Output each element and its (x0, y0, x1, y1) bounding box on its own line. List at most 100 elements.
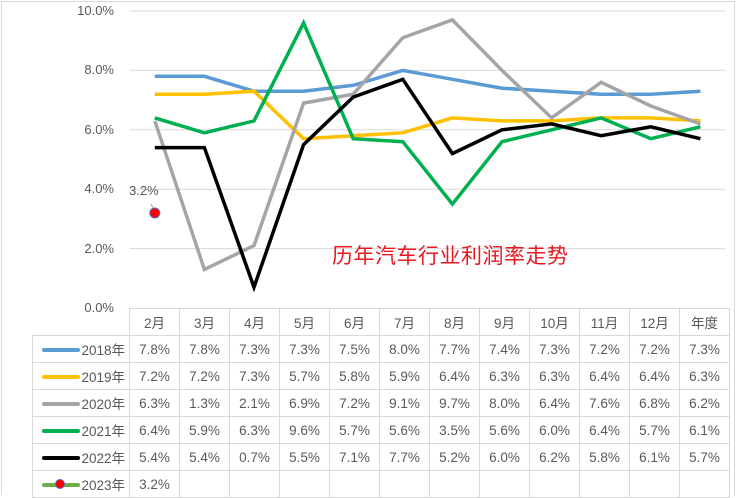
table-cell: 6.2% (679, 389, 730, 417)
table-cell: 5.8% (579, 443, 630, 471)
table-cell: 5.4% (179, 443, 230, 471)
series-line-2022年 (154, 77, 701, 293)
table-cell: 6.0% (479, 443, 530, 471)
table-cell: 6.4% (529, 389, 580, 417)
table-cell: 5.8% (329, 362, 380, 390)
table-cell: 6.4% (429, 362, 480, 390)
table-cell (429, 470, 480, 498)
table-cell: 6.9% (279, 389, 330, 417)
table-cell: 3.2% (129, 470, 180, 498)
table-cell (329, 470, 380, 498)
table-cell: 6.4% (629, 362, 680, 390)
table-cell: 5.9% (179, 416, 230, 444)
legend-key: 2023年 (32, 470, 130, 498)
table-row: 2022年 5.4% 5.4% 0.7% 5.5% 7.1% 7.7% 5.2% 6.0% 6.2… (32, 443, 730, 471)
series-line-2019年 (154, 89, 701, 141)
table-cell: 2.1% (229, 389, 280, 417)
table-cell: 6.3% (679, 362, 730, 390)
legend-label: 2022年 (81, 451, 125, 466)
legend-key: 2022年 (32, 443, 130, 471)
table-cell: 7.3% (229, 362, 280, 390)
table-cell: 8.0% (479, 389, 530, 417)
table-cell: 5.5% (279, 443, 330, 471)
table-cell: 7.3% (229, 335, 280, 363)
table-cell: 9.7% (429, 389, 480, 417)
legend-swatch-icon (42, 456, 81, 461)
table-cell: 7.2% (179, 362, 230, 390)
table-cell: 6.1% (679, 416, 730, 444)
table-cell: 7.7% (379, 443, 430, 471)
series-line-2020年 (153, 17, 701, 272)
legend-swatch-icon (42, 402, 81, 407)
column-header: 12月 (629, 308, 680, 336)
legend-key: 2020年 (32, 389, 130, 417)
table-cell: 5.6% (379, 416, 430, 444)
column-header: 2月 (129, 308, 180, 336)
column-header: 3月 (179, 308, 230, 336)
table-cell: 6.4% (579, 362, 630, 390)
table-cell: 5.7% (679, 443, 730, 471)
column-header: 年度 (679, 308, 730, 336)
table-cell: 3.5% (429, 416, 480, 444)
table-cell: 6.3% (129, 389, 180, 417)
table-cell: 9.1% (379, 389, 430, 417)
table-cell: 8.0% (379, 335, 430, 363)
y-tick-label: 10.0% (77, 3, 114, 18)
data-point-marker (149, 207, 161, 219)
legend-swatch-icon (42, 348, 81, 353)
table-cell: 7.4% (479, 335, 530, 363)
table-row: 2020年 6.3% 1.3% 2.1% 6.9% 7.2% 9.1% 9.7% 8.0% 6.4… (32, 389, 730, 417)
table-cell: 6.4% (129, 416, 180, 444)
table-row: 2019年 7.2% 7.2% 7.3% 5.7% 5.8% 5.9% 6.4% 6.3% 6.3… (32, 362, 730, 390)
table-cell: 7.2% (329, 389, 380, 417)
series-line-2021年 (154, 18, 701, 207)
table-cell (679, 470, 730, 498)
legend-label: 2021年 (81, 424, 125, 439)
table-cell (529, 470, 580, 498)
y-tick-label: 2.0% (84, 241, 114, 256)
legend-key: 2021年 (32, 416, 130, 444)
table-cell: 7.2% (129, 362, 180, 390)
series-line-2018年 (154, 68, 701, 96)
table-cell: 0.7% (229, 443, 280, 471)
table-row: 2023年 3.2% (32, 470, 730, 498)
table-cell (579, 470, 630, 498)
table-cell (479, 470, 530, 498)
table-cell: 7.8% (179, 335, 230, 363)
legend-label: 2023年 (81, 478, 125, 493)
table-cell: 5.7% (329, 416, 380, 444)
table-cell: 7.5% (329, 335, 380, 363)
column-header: 10月 (529, 308, 580, 336)
table-cell: 6.2% (529, 443, 580, 471)
table-cell: 5.9% (379, 362, 430, 390)
table-cell (279, 470, 330, 498)
y-tick-label: 6.0% (84, 122, 114, 137)
y-tick-label: 8.0% (84, 62, 114, 77)
legend-swatch-icon (42, 429, 81, 434)
legend-key: 2019年 (32, 362, 130, 390)
legend-label: 2019年 (81, 370, 125, 385)
table-cell: 7.3% (679, 335, 730, 363)
legend-label: 2020年 (81, 397, 125, 412)
table-cell: 5.7% (279, 362, 330, 390)
table-cell: 5.6% (479, 416, 530, 444)
table-row: 2021年 6.4% 5.9% 6.3% 9.6% 5.7% 5.6% 3.5% 5.6% 6.0… (32, 416, 730, 444)
table-cell: 1.3% (179, 389, 230, 417)
data-table: 2月 3月 4月 5月 6月 7月 8月 9月 10月 11月 12月 年度 2018年 7.8% 7.8%… (32, 308, 730, 498)
legend-key: 2018年 (32, 335, 130, 363)
table-cell: 6.3% (529, 362, 580, 390)
table-cell: 7.6% (579, 389, 630, 417)
column-header: 7月 (379, 308, 430, 336)
chart-title: 历年汽车行业利润率走势 (332, 244, 569, 268)
column-header: 8月 (429, 308, 480, 336)
table-corner (32, 308, 130, 336)
table-cell: 6.1% (629, 443, 680, 471)
table-cell: 6.8% (629, 389, 680, 417)
column-header: 9月 (479, 308, 530, 336)
table-cell: 7.2% (629, 335, 680, 363)
legend-swatch-icon (42, 479, 81, 490)
table-cell: 7.8% (129, 335, 180, 363)
y-tick-label: 4.0% (84, 181, 114, 196)
table-cell: 5.4% (129, 443, 180, 471)
